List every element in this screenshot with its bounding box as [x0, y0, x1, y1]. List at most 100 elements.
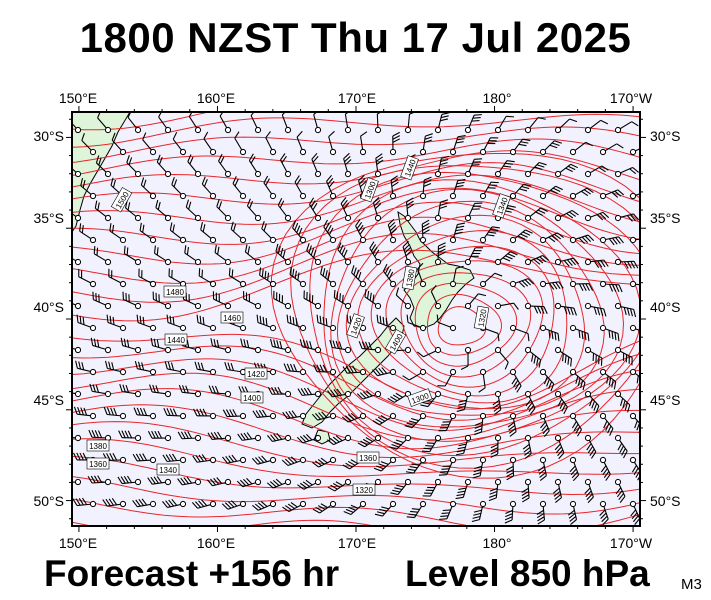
barb-staff [620, 306, 634, 310]
barb-station [524, 434, 532, 442]
barb-station [569, 192, 577, 200]
barb-staff [152, 345, 166, 350]
wind-barb [599, 324, 620, 342]
wind-barb [228, 267, 247, 288]
wind-barb [569, 234, 595, 245]
barb-flag [347, 460, 356, 466]
barb-flag [527, 278, 535, 285]
wind-barb [479, 226, 500, 244]
barb-staff [423, 350, 436, 358]
wind-barb [389, 131, 401, 156]
barb-station [359, 236, 367, 244]
barb-flag [436, 314, 439, 323]
barb-flag [508, 428, 516, 434]
wind-barb [471, 500, 487, 523]
barb-staff [72, 162, 77, 173]
barb-staff [620, 213, 634, 218]
barb-flag [267, 435, 273, 442]
barb-staff [279, 159, 288, 172]
barb-flag [372, 246, 378, 255]
barb-flag [136, 407, 141, 416]
barb-flag [155, 385, 159, 393]
barb-flag [350, 459, 358, 465]
barb-flag [343, 152, 350, 160]
barb-flag [570, 358, 573, 367]
barb-flag [504, 516, 513, 521]
wind-barb [509, 183, 532, 200]
barb-flag [535, 211, 543, 216]
barb-staff [328, 136, 333, 150]
barb-station [314, 214, 322, 222]
barb-flag [553, 490, 561, 497]
barb-station [539, 280, 547, 288]
barb-station [104, 346, 112, 354]
wind-barb [524, 207, 548, 222]
barb-flag [454, 231, 463, 235]
barb-staff [317, 416, 331, 421]
barb-staff [619, 439, 628, 452]
wind-barb [140, 177, 157, 200]
barb-flag [488, 231, 497, 234]
barb-flag [327, 272, 331, 281]
contour-label: 1380 [86, 439, 110, 452]
contour-label-text: 1380 [405, 268, 417, 288]
wind-barb [614, 258, 639, 269]
wind-barb [417, 346, 442, 358]
barb-flag [339, 244, 344, 253]
barb-flag [123, 245, 126, 254]
contour-label-box [400, 155, 419, 181]
barb-staff [152, 391, 166, 395]
barb-station [209, 192, 217, 200]
barb-flag [82, 316, 85, 325]
barb-flag [538, 359, 542, 368]
barb-flag [275, 243, 279, 252]
barb-staff [559, 395, 568, 408]
wind-barb [389, 175, 399, 200]
barb-flag [438, 474, 447, 476]
barb-staff [514, 183, 525, 195]
barb-flag [442, 465, 451, 467]
barb-flag [232, 409, 238, 417]
barb-flag [342, 366, 348, 374]
barb-flag [156, 154, 161, 163]
barb-station [509, 412, 517, 420]
wind-barb [629, 500, 640, 525]
barb-staff [390, 180, 394, 194]
wind-barb [438, 412, 457, 432]
wind-barb [417, 262, 427, 288]
barb-flag [603, 471, 610, 479]
barb-staff [167, 504, 181, 508]
barb-staff [200, 229, 212, 239]
barb-flag [290, 502, 298, 508]
wind-barb [118, 430, 142, 442]
barb-staff [544, 185, 556, 195]
wind-barb [76, 314, 97, 332]
barb-flag [373, 196, 380, 204]
barb-station [449, 500, 457, 508]
barb-flag [263, 175, 269, 184]
barb-flag [563, 406, 568, 415]
barb-flag [328, 180, 335, 188]
barb-flag [510, 251, 518, 256]
barb-station [434, 390, 442, 398]
barb-staff [111, 139, 122, 151]
barb-flag [240, 338, 244, 347]
barb-flag [615, 487, 622, 495]
barb-staff [168, 275, 181, 284]
barb-staff [126, 162, 137, 173]
wind-barb [584, 434, 597, 459]
barb-staff [272, 438, 286, 442]
barb-staff [463, 440, 468, 454]
barb-flag [539, 256, 547, 263]
barb-flag [474, 158, 483, 160]
wind-barb [232, 176, 247, 200]
barb-flag [294, 270, 297, 279]
barb-staff [287, 460, 301, 466]
barb-flag [291, 410, 298, 418]
barb-staff [170, 229, 182, 239]
barb-staff [197, 459, 211, 463]
contour-label-box [356, 451, 380, 464]
barb-staff [514, 138, 524, 151]
barb-flag [388, 271, 394, 280]
barb-staff [604, 143, 618, 152]
